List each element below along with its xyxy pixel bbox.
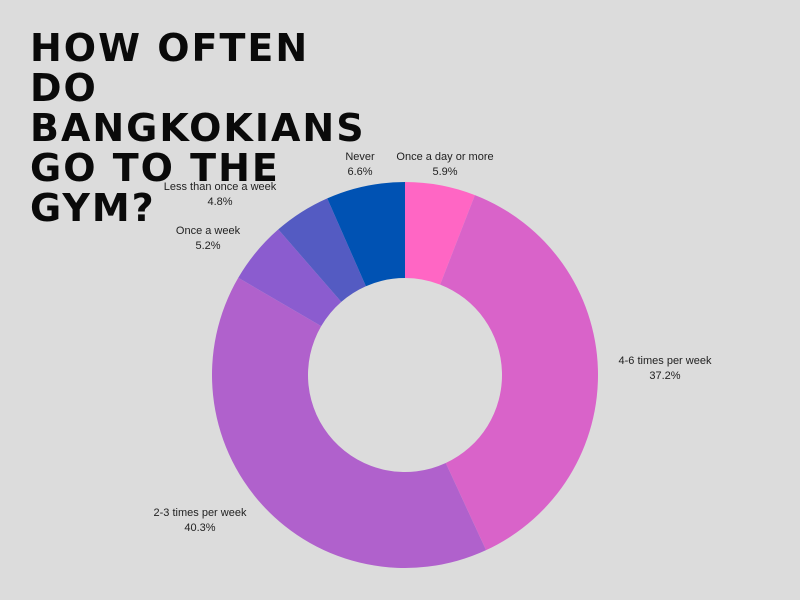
chart-title: HOW OFTEN DO BANGKOKIANS GO TO THE GYM? [30,26,366,230]
slice-never [327,182,405,287]
slice-once-a-day-or-more [405,182,475,285]
slice-label: Once a week [176,225,241,237]
slice-less-than-once-a-week [278,198,366,302]
slice-value-label: 4.8% [207,196,232,208]
slice-once-a-week [238,229,342,327]
slice-label: Less than once a week [164,181,277,193]
slice-value-label: 40.3% [184,522,215,534]
slice-4-6-times-per-week [440,195,598,551]
slice-label: Once a day or more [396,151,493,163]
slice-2-3-times-per-week [212,277,487,568]
slice-value-label: 37.2% [649,370,680,382]
labels-group: Once a day or more 5.9% 4-6 times per week… [154,151,712,534]
slice-label: Never [345,151,375,163]
slice-value-label: 5.9% [432,166,457,178]
slice-label: 4-6 times per week [619,355,712,367]
slices-group [212,182,598,568]
slice-value-label: 6.6% [347,166,372,178]
slice-value-label: 5.2% [195,240,220,252]
slice-label: 2-3 times per week [154,507,247,519]
